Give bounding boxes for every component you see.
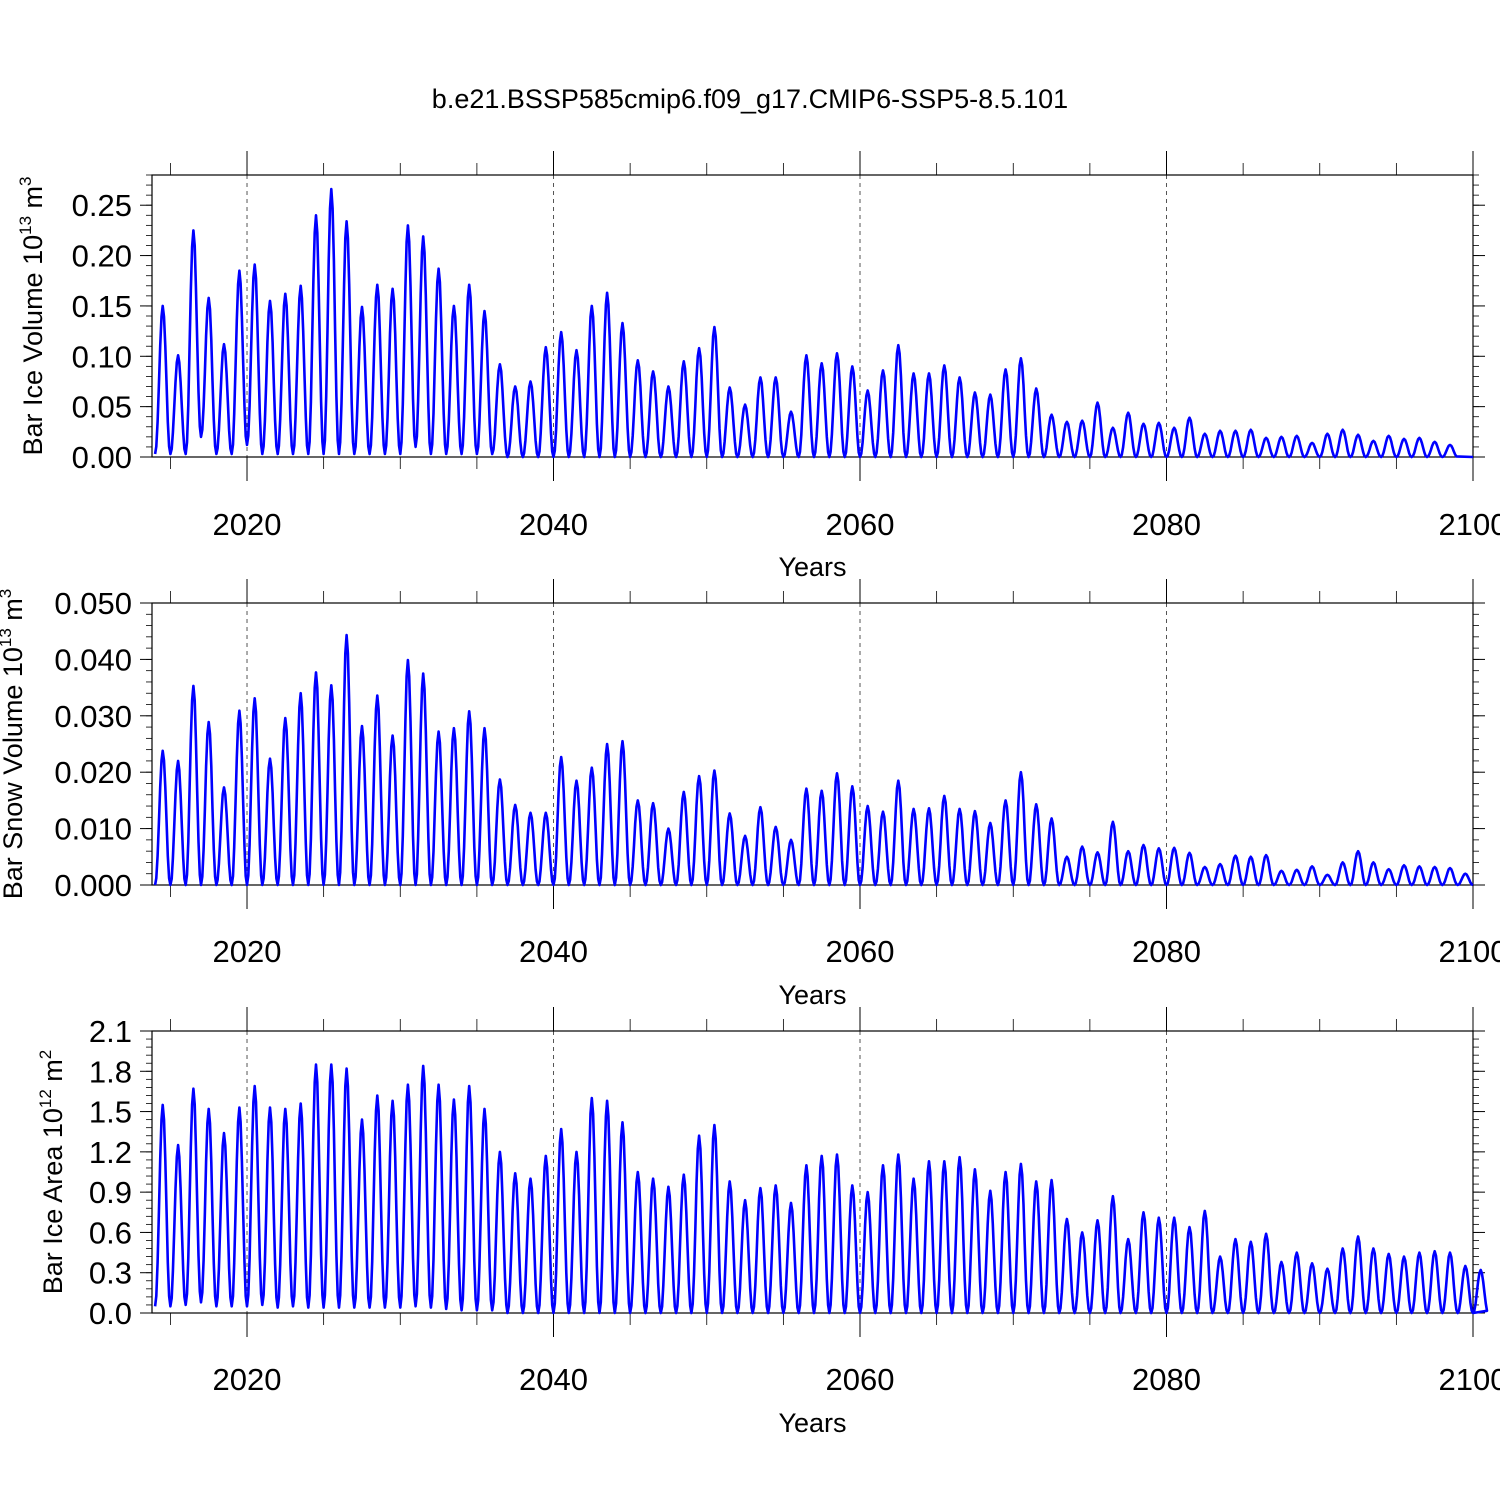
y-tick-label: 0.25	[72, 188, 132, 223]
y-tick-label: 0.20	[72, 239, 132, 274]
data-series-line	[153, 187, 1474, 459]
y-tick-label: 1.5	[89, 1095, 132, 1130]
x-axis-label: Years	[778, 552, 846, 582]
ice-area-panel: 0.0 0.3 0.6 0.9 1.2 1.5 1.8 2.1 2020 2040 2060 2080…	[36, 1007, 1500, 1438]
plot-frame	[151, 1030, 1474, 1314]
y-tick-label: 1.2	[89, 1135, 132, 1170]
data-series-line	[153, 1063, 1489, 1315]
y-tick-label: 0.0	[89, 1296, 132, 1331]
y-tick-label: 0.6	[89, 1215, 132, 1250]
y-tick-label: 0.000	[54, 868, 132, 903]
y-axis-label: Bar Ice Volume 1013 m3	[16, 176, 48, 455]
x-tick-label: 2060	[826, 934, 895, 969]
x-tick-label: 2040	[519, 1362, 588, 1397]
x-tick-label: 2060	[826, 1362, 895, 1397]
snow-volume-panel: 0.000 0.010 0.020 0.030 0.040 0.050 2020 2040 20…	[0, 579, 1500, 1010]
x-tick-label: 2040	[519, 934, 588, 969]
y-axis-label: Bar Snow Volume 1013 m3	[0, 589, 28, 900]
x-tick-label: 2020	[213, 1362, 282, 1397]
x-axis-label: Years	[778, 980, 846, 1010]
y-tick-label: 0.00	[72, 440, 132, 475]
x-tick-label: 2080	[1132, 507, 1201, 542]
y-tick-label: 2.1	[89, 1014, 132, 1049]
y-tick-label: 0.030	[54, 699, 132, 734]
x-tick-label: 2060	[826, 507, 895, 542]
y-tick-label: 0.05	[72, 390, 132, 425]
x-tick-label: 2100	[1439, 1362, 1500, 1397]
y-tick-label: 0.020	[54, 755, 132, 790]
y-tick-label: 0.15	[72, 289, 132, 324]
x-tick-label: 2040	[519, 507, 588, 542]
x-tick-label: 2100	[1439, 507, 1500, 542]
y-axis-label: Bar Ice Area 1012 m2	[36, 1050, 68, 1295]
x-tick-label: 2020	[213, 507, 282, 542]
y-tick-label: 0.10	[72, 339, 132, 374]
x-tick-label: 2100	[1439, 934, 1500, 969]
y-tick-label: 0.050	[54, 586, 132, 621]
y-tick-label: 0.3	[89, 1256, 132, 1291]
plot-frame	[151, 602, 1474, 886]
figure-title: b.e21.BSSP585cmip6.f09_g17.CMIP6-SSP5-8.…	[431, 84, 1069, 114]
y-tick-label: 0.040	[54, 642, 132, 677]
x-axis-label: Years	[778, 1408, 846, 1438]
ice-volume-panel: 0.00 0.05 0.10 0.15 0.20 0.25 2020 2040 2060 2080…	[16, 151, 1500, 582]
x-tick-label: 2080	[1132, 1362, 1201, 1397]
y-tick-label: 0.9	[89, 1175, 132, 1210]
x-tick-label: 2020	[213, 934, 282, 969]
y-tick-label: 0.010	[54, 812, 132, 847]
data-series-line	[153, 633, 1474, 887]
x-tick-label: 2080	[1132, 934, 1201, 969]
y-tick-label: 1.8	[89, 1054, 132, 1089]
